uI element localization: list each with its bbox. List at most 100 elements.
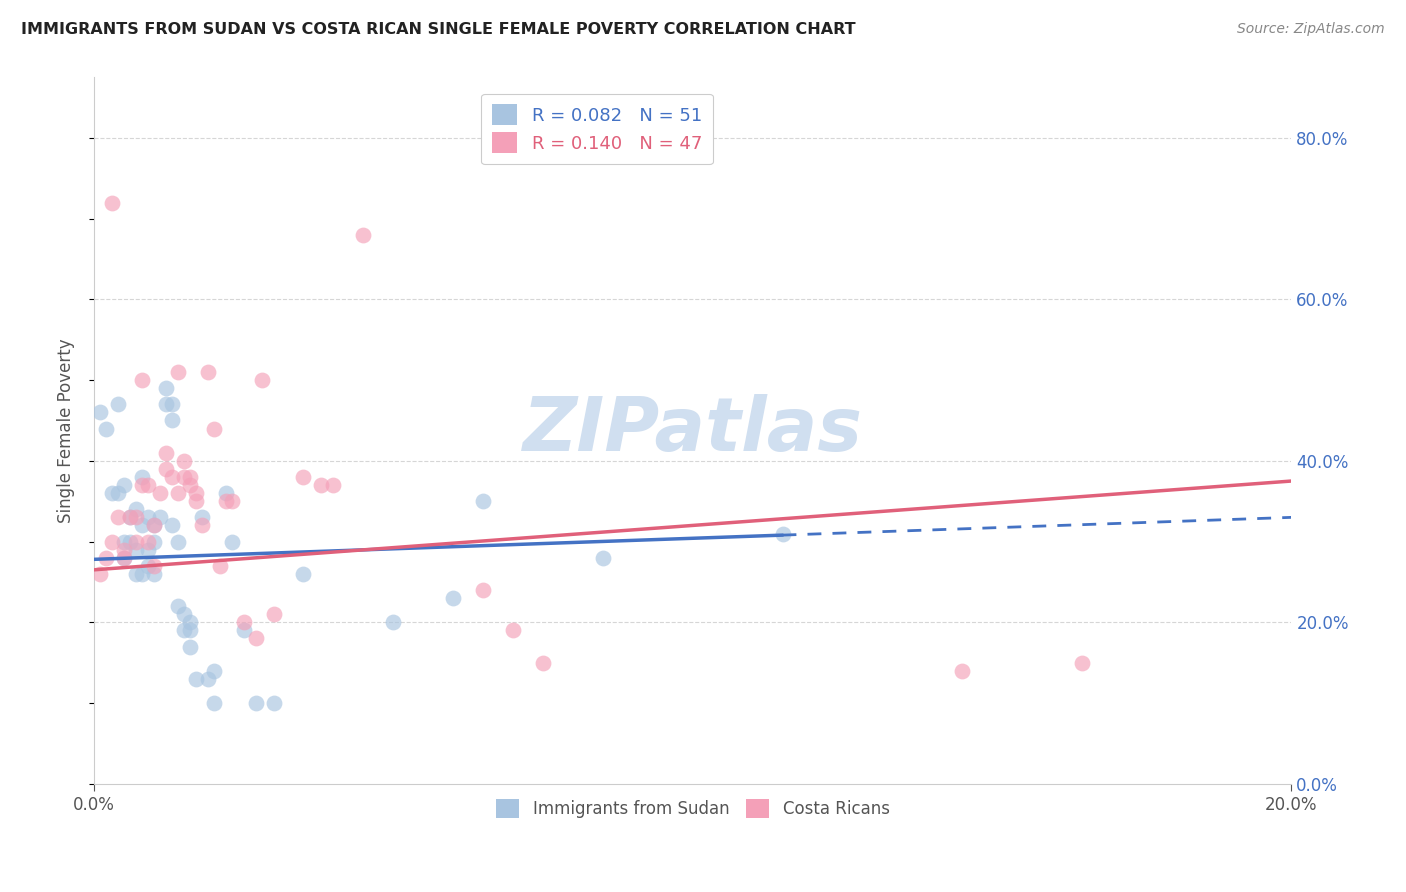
Point bbox=[112, 550, 135, 565]
Point bbox=[149, 510, 172, 524]
Point bbox=[352, 227, 374, 242]
Point bbox=[202, 664, 225, 678]
Point bbox=[125, 502, 148, 516]
Point bbox=[263, 607, 285, 622]
Point bbox=[118, 510, 141, 524]
Point bbox=[214, 494, 236, 508]
Point bbox=[179, 615, 201, 630]
Point bbox=[502, 624, 524, 638]
Point bbox=[179, 478, 201, 492]
Point bbox=[184, 486, 207, 500]
Point bbox=[131, 470, 153, 484]
Point bbox=[155, 397, 177, 411]
Point bbox=[160, 397, 183, 411]
Point bbox=[155, 446, 177, 460]
Point bbox=[142, 518, 165, 533]
Point bbox=[950, 664, 973, 678]
Point bbox=[190, 518, 212, 533]
Point bbox=[155, 462, 177, 476]
Point bbox=[472, 494, 495, 508]
Point bbox=[142, 566, 165, 581]
Y-axis label: Single Female Poverty: Single Female Poverty bbox=[58, 338, 75, 523]
Point bbox=[197, 365, 219, 379]
Point bbox=[101, 195, 124, 210]
Point bbox=[142, 558, 165, 573]
Point bbox=[173, 470, 195, 484]
Point bbox=[311, 478, 333, 492]
Point bbox=[136, 542, 159, 557]
Point bbox=[166, 365, 188, 379]
Point bbox=[125, 542, 148, 557]
Point bbox=[221, 494, 243, 508]
Point bbox=[166, 534, 188, 549]
Point bbox=[112, 542, 135, 557]
Point bbox=[136, 478, 159, 492]
Point bbox=[149, 486, 172, 500]
Point bbox=[125, 566, 148, 581]
Point bbox=[94, 421, 117, 435]
Point bbox=[179, 640, 201, 654]
Point bbox=[197, 672, 219, 686]
Point bbox=[131, 478, 153, 492]
Point bbox=[136, 510, 159, 524]
Point bbox=[131, 566, 153, 581]
Text: IMMIGRANTS FROM SUDAN VS COSTA RICAN SINGLE FEMALE POVERTY CORRELATION CHART: IMMIGRANTS FROM SUDAN VS COSTA RICAN SIN… bbox=[21, 22, 856, 37]
Point bbox=[160, 518, 183, 533]
Point bbox=[166, 486, 188, 500]
Point bbox=[173, 624, 195, 638]
Point bbox=[221, 534, 243, 549]
Point bbox=[160, 413, 183, 427]
Point bbox=[250, 373, 273, 387]
Point bbox=[232, 624, 254, 638]
Point bbox=[155, 381, 177, 395]
Point bbox=[772, 526, 794, 541]
Point bbox=[112, 478, 135, 492]
Point bbox=[592, 550, 614, 565]
Point bbox=[160, 470, 183, 484]
Point bbox=[245, 696, 267, 710]
Point bbox=[131, 373, 153, 387]
Point bbox=[382, 615, 405, 630]
Point bbox=[173, 607, 195, 622]
Point bbox=[1070, 656, 1092, 670]
Point bbox=[136, 558, 159, 573]
Point bbox=[184, 672, 207, 686]
Point bbox=[136, 534, 159, 549]
Point bbox=[118, 510, 141, 524]
Point bbox=[101, 486, 124, 500]
Point bbox=[184, 494, 207, 508]
Point bbox=[202, 421, 225, 435]
Point bbox=[94, 550, 117, 565]
Point bbox=[166, 599, 188, 614]
Text: Source: ZipAtlas.com: Source: ZipAtlas.com bbox=[1237, 22, 1385, 37]
Text: ZIPatlas: ZIPatlas bbox=[523, 394, 863, 467]
Point bbox=[245, 632, 267, 646]
Point bbox=[125, 534, 148, 549]
Point bbox=[214, 486, 236, 500]
Point bbox=[179, 470, 201, 484]
Point bbox=[142, 534, 165, 549]
Point bbox=[125, 510, 148, 524]
Point bbox=[107, 510, 129, 524]
Point bbox=[292, 470, 315, 484]
Point bbox=[208, 558, 231, 573]
Point bbox=[531, 656, 554, 670]
Point bbox=[89, 566, 111, 581]
Point bbox=[107, 486, 129, 500]
Point bbox=[112, 534, 135, 549]
Point bbox=[173, 454, 195, 468]
Point bbox=[263, 696, 285, 710]
Point bbox=[292, 566, 315, 581]
Point bbox=[118, 534, 141, 549]
Point bbox=[101, 534, 124, 549]
Point bbox=[179, 624, 201, 638]
Point bbox=[232, 615, 254, 630]
Point bbox=[131, 518, 153, 533]
Point bbox=[202, 696, 225, 710]
Legend: Immigrants from Sudan, Costa Ricans: Immigrants from Sudan, Costa Ricans bbox=[489, 792, 896, 825]
Point bbox=[472, 582, 495, 597]
Point bbox=[441, 591, 464, 605]
Point bbox=[190, 510, 212, 524]
Point bbox=[107, 397, 129, 411]
Point bbox=[112, 550, 135, 565]
